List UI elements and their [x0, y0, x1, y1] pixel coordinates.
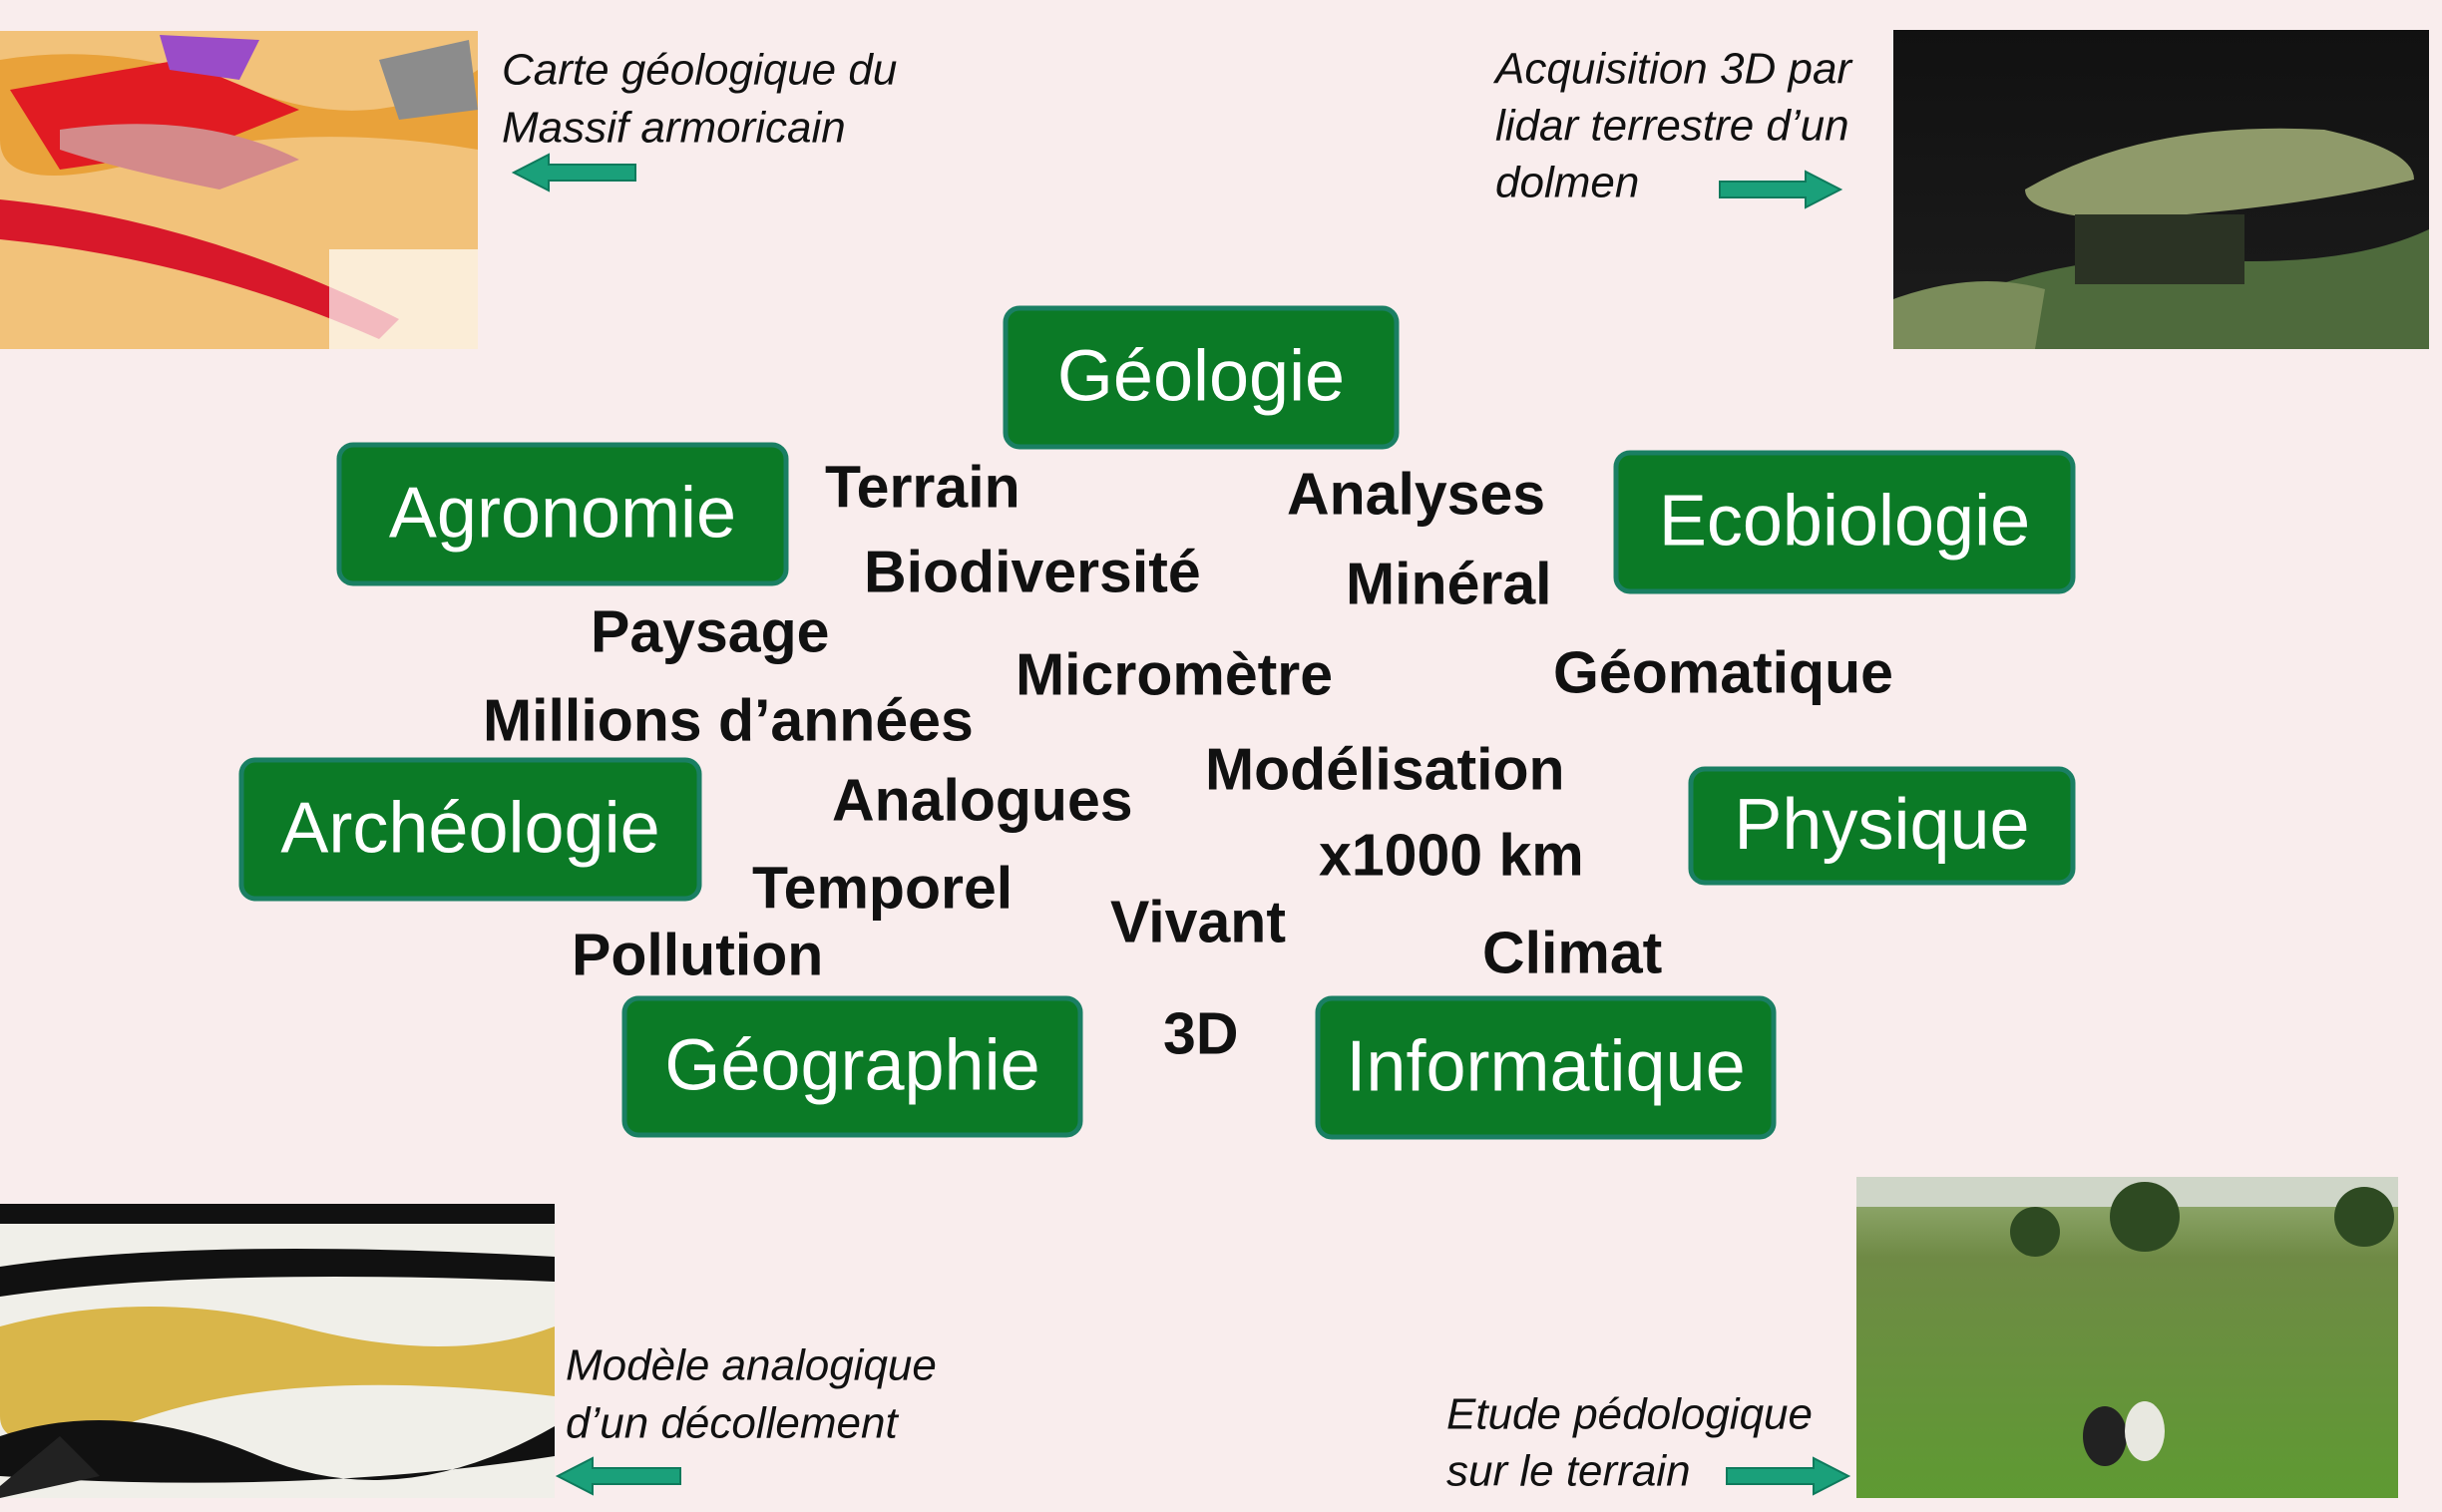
keyword: Temporel	[752, 856, 1013, 922]
keyword: Analogues	[832, 768, 1133, 834]
keyword: Terrain	[825, 455, 1020, 521]
caption-line: lidar terrestre d’un	[1495, 102, 1849, 151]
keyword: Minéral	[1346, 552, 1552, 617]
caption-line: Acquisition 3D par	[1492, 45, 1853, 94]
discipline-label: Ecobiologie	[1659, 482, 2030, 562]
keyword: Biodiversité	[864, 540, 1201, 605]
discipline-box: Géographie	[624, 998, 1080, 1135]
caption-line: dolmen	[1495, 159, 1639, 207]
keyword: Climat	[1482, 921, 1662, 986]
discipline-box: Ecobiologie	[1616, 453, 2073, 591]
caption-line: sur le terrain	[1446, 1447, 1691, 1496]
discipline-label: Archéologie	[280, 789, 659, 869]
discipline-box: Informatique	[1318, 998, 1774, 1137]
keyword: Pollution	[572, 923, 823, 988]
caption-line: Carte géologique du	[502, 46, 897, 95]
discipline-box: Géologie	[1006, 308, 1397, 447]
page: Carte géologique du Massif armoricain Acqu…	[0, 0, 2442, 1512]
caption-line: Massif armoricain	[502, 104, 846, 153]
slide: Carte géologique du Massif armoricain Acqu…	[0, 0, 2442, 1512]
discipline-label: Géographie	[664, 1026, 1039, 1106]
discipline-box: Archéologie	[241, 760, 699, 899]
caption-line: Etude pédologique	[1446, 1390, 1813, 1439]
keyword: Millions d’années	[483, 688, 974, 754]
caption-line: Modèle analogique	[566, 1341, 937, 1390]
keyword: Analyses	[1287, 462, 1545, 528]
discipline-box: Physique	[1691, 769, 2073, 883]
keyword: 3D	[1163, 1001, 1238, 1067]
discipline-box: Agronomie	[339, 445, 786, 583]
dolmen-image	[1893, 30, 2429, 349]
caption-line: d’un décollement	[566, 1399, 899, 1448]
keyword: Géomatique	[1553, 640, 1893, 706]
keyword: Micromètre	[1016, 642, 1333, 708]
field-study-image	[1856, 1177, 2398, 1498]
analog-model-image	[0, 1204, 555, 1498]
discipline-label: Géologie	[1057, 337, 1345, 417]
discipline-label: Agronomie	[389, 474, 736, 554]
keyword: Paysage	[591, 599, 829, 665]
keyword: Modélisation	[1205, 737, 1565, 803]
geological-map-image	[0, 31, 478, 349]
keyword: x1000 km	[1319, 823, 1584, 889]
discipline-label: Physique	[1734, 785, 2029, 865]
discipline-label: Informatique	[1346, 1027, 1745, 1107]
keyword: Vivant	[1110, 890, 1286, 955]
